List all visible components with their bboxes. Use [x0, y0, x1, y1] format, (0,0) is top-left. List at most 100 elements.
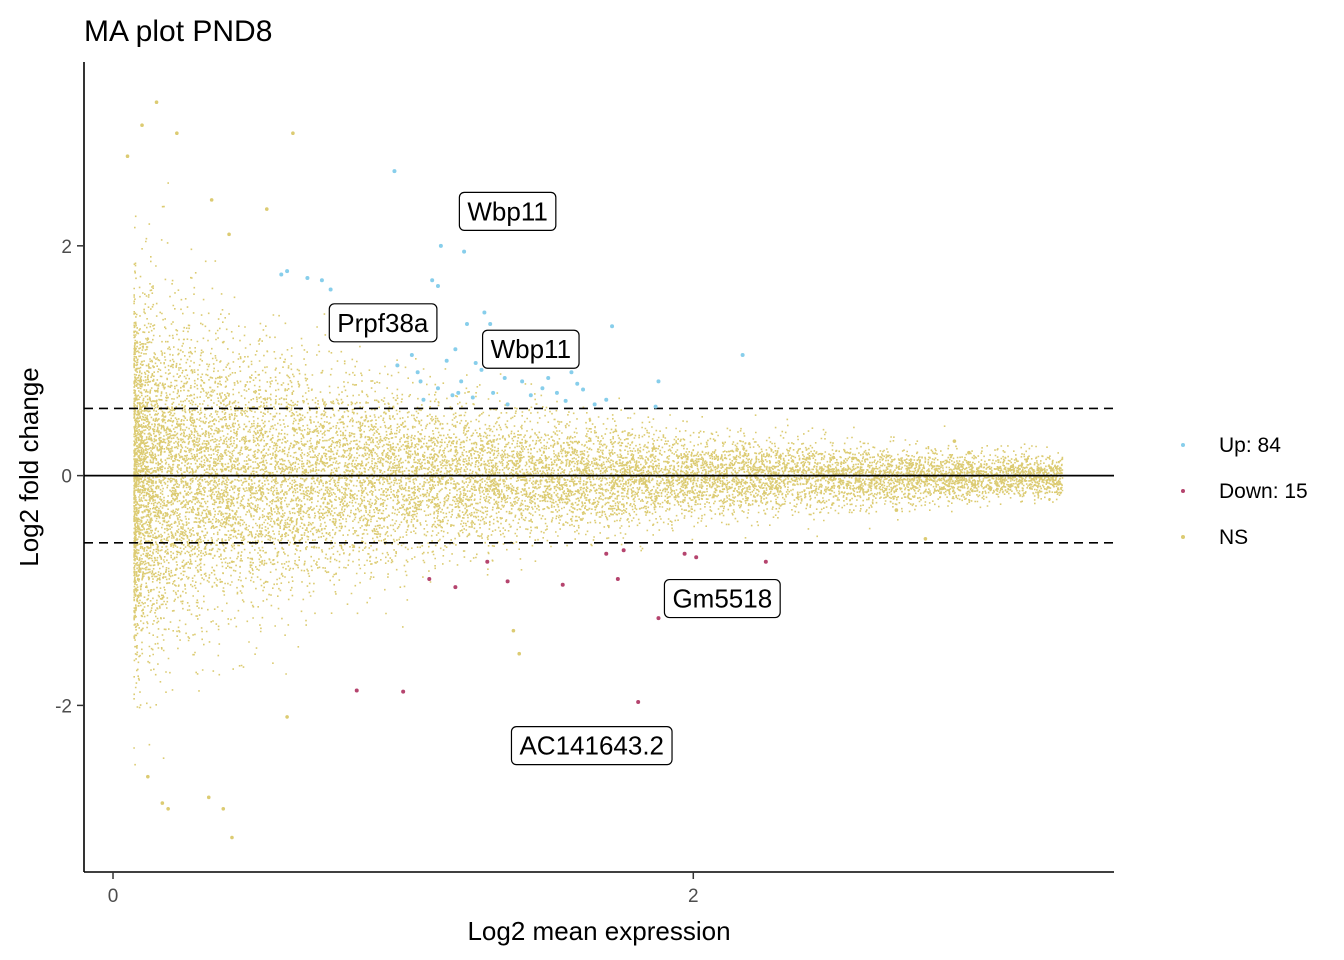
gene-label-text: Wbp11 — [491, 334, 571, 364]
x-axis-title: Log2 mean expression — [467, 916, 730, 946]
up-point — [610, 324, 615, 329]
up-point — [435, 284, 440, 289]
ns-point — [227, 232, 231, 237]
up-point — [528, 393, 533, 398]
legend-key — [1181, 535, 1185, 539]
gene-label: Wbp11 — [458, 191, 557, 231]
up-point — [502, 375, 507, 380]
gene-label-text: Prpf38a — [337, 308, 429, 338]
ns-point — [1010, 464, 1015, 469]
legend-key — [1181, 489, 1185, 493]
gene-label-box — [328, 303, 438, 343]
y-axis-title: Log2 fold change — [14, 367, 44, 567]
ns-point — [291, 131, 295, 136]
up-point — [435, 386, 440, 391]
up-point — [491, 390, 496, 395]
ns-point — [952, 439, 957, 443]
down-point — [656, 616, 661, 621]
gene-label: Wbp11 — [481, 329, 580, 369]
down-point — [401, 689, 406, 694]
up-point — [285, 269, 290, 274]
up-point — [569, 370, 574, 375]
x-tick-label: 2 — [688, 886, 699, 907]
gene-label-text: Gm5518 — [672, 584, 772, 614]
ns-point — [160, 801, 165, 805]
ns-point — [894, 508, 899, 512]
up-point — [740, 352, 745, 357]
gene-label-box — [663, 578, 781, 619]
down-point — [621, 548, 626, 553]
ns-point — [851, 456, 855, 461]
ns-point — [125, 154, 130, 159]
ns-point — [923, 537, 928, 541]
legend-key — [1181, 443, 1185, 447]
up-point — [479, 367, 484, 372]
gene-label: Gm5518 — [663, 578, 781, 619]
up-point — [488, 321, 493, 326]
gene-label: Prpf38a — [328, 303, 438, 343]
down-point — [560, 582, 565, 587]
down-point — [615, 577, 620, 582]
up-point — [581, 387, 586, 392]
ns-point — [175, 131, 179, 136]
up-point — [462, 249, 467, 254]
up-point — [279, 272, 284, 277]
up-point — [473, 361, 478, 366]
legend-label: Down: 15 — [1219, 480, 1308, 503]
up-point — [415, 370, 420, 375]
up-point — [430, 278, 435, 283]
ns-point — [206, 795, 211, 800]
ns-point — [230, 835, 234, 840]
up-point — [459, 379, 464, 384]
legend-label: NS — [1219, 526, 1248, 549]
up-point — [438, 243, 443, 248]
up-point — [421, 397, 426, 402]
down-point — [354, 688, 359, 693]
chart-title: MA plot PND8 — [84, 15, 272, 48]
ns-point — [154, 100, 159, 105]
up-point — [604, 397, 609, 402]
up-point — [464, 321, 469, 326]
down-point — [485, 559, 490, 564]
up-point — [540, 386, 545, 391]
gene-labels: Wbp11 Prpf38a Wbp11 Gm5518 AC141643.2 — [328, 191, 781, 766]
up-point — [656, 379, 661, 384]
gene-label: AC141643.2 — [510, 726, 673, 766]
ns-outlier-points — [125, 100, 1044, 840]
up-point — [470, 395, 475, 400]
gene-label-text: Wbp11 — [467, 196, 547, 226]
up-point — [418, 379, 423, 384]
down-point — [453, 585, 458, 590]
up-point — [520, 379, 525, 384]
x-tick-label: 0 — [108, 886, 119, 907]
legend: Up: 84 Down: 15 NS — [1181, 434, 1308, 549]
down-point — [682, 551, 687, 556]
up-point — [505, 402, 510, 407]
y-tick-label: 0 — [61, 467, 72, 488]
gene-label-box — [510, 726, 673, 766]
up-point — [328, 287, 333, 292]
up-point — [395, 363, 400, 368]
up-point — [554, 390, 559, 395]
y-axis-ticks: -2 0 2 — [55, 237, 84, 717]
up-point — [546, 375, 551, 380]
ns-point — [517, 651, 522, 656]
gene-label-box — [481, 329, 580, 369]
up-point — [392, 169, 397, 174]
y-tick-label: -2 — [55, 696, 72, 717]
ns-point — [511, 628, 516, 633]
ns-point — [264, 207, 269, 211]
down-point — [505, 579, 510, 584]
up-point — [563, 398, 568, 403]
down-point — [604, 551, 609, 556]
up-point — [456, 390, 461, 395]
legend-label: Up: 84 — [1219, 434, 1281, 457]
up-point — [482, 310, 487, 315]
up-point — [444, 358, 449, 363]
gene-label-box — [458, 191, 557, 231]
up-point — [575, 381, 580, 386]
ns-point — [285, 715, 289, 719]
up-point — [305, 276, 310, 280]
